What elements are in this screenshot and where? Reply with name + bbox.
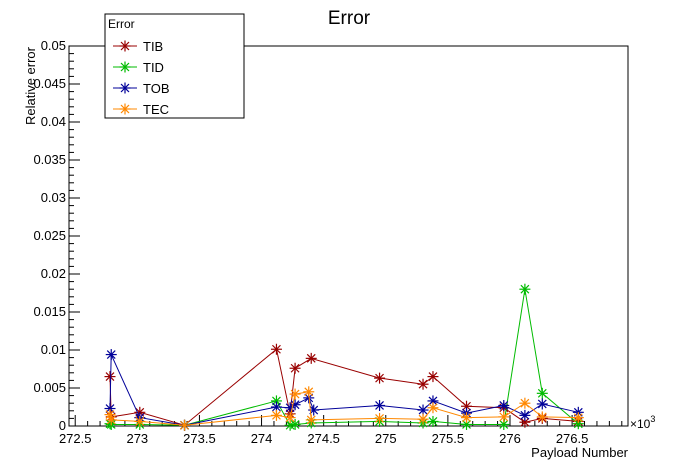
data-point-tob <box>536 398 548 410</box>
y-tick-label: 0 <box>59 418 66 433</box>
data-point-tob <box>498 399 510 411</box>
legend-label: TID <box>143 60 164 75</box>
legend-swatch-marker <box>119 61 131 73</box>
data-point-tob <box>105 349 117 361</box>
legend-box <box>104 13 245 119</box>
data-point-tec <box>536 411 548 423</box>
data-point-tec <box>105 414 117 426</box>
legend-item-tib: TIB <box>113 39 163 54</box>
data-point-tib <box>374 372 386 384</box>
data-point-tid <box>498 418 510 430</box>
data-point-tec <box>305 414 317 426</box>
data-point-tob <box>270 401 282 413</box>
y-axis-label: Relative error <box>23 46 38 125</box>
data-point-tob <box>519 409 531 421</box>
x-axis-label: Payload Number <box>531 445 628 460</box>
legend-item-tec: TEC <box>113 102 169 117</box>
legend-swatch-marker <box>119 103 131 115</box>
y-tick-label: 0.02 <box>41 266 66 281</box>
y-tick-label: 0.01 <box>41 342 66 357</box>
data-point-tec <box>374 412 386 424</box>
data-point-tid <box>289 418 301 430</box>
y-tick-label: 0.015 <box>33 304 66 319</box>
data-point-tid <box>427 415 439 427</box>
data-point-tec <box>134 415 146 427</box>
x-axis-multiplier: ×103 <box>630 414 655 431</box>
data-point-tec <box>289 388 301 400</box>
x-tick-label: 273.5 <box>183 431 216 446</box>
data-point-tib <box>289 362 301 374</box>
y-tick-label: 0.005 <box>33 380 66 395</box>
legend-swatch-marker <box>119 82 131 94</box>
legend-label: TOB <box>143 81 170 96</box>
x-tick-label: 272.5 <box>59 431 92 446</box>
data-point-tid <box>519 283 531 295</box>
x-tick-label: 275.5 <box>432 431 465 446</box>
legend-item-tob: TOB <box>113 81 170 96</box>
data-point-tib <box>270 343 282 355</box>
data-point-tec <box>303 386 315 398</box>
legend-swatch-marker <box>119 40 131 52</box>
x-tick-label: 275 <box>375 431 397 446</box>
x-tick-label: 276.5 <box>556 431 589 446</box>
legend-label: TIB <box>143 39 163 54</box>
data-point-tec <box>498 411 510 423</box>
data-point-tob <box>374 399 386 411</box>
legend: Error TIB TID TOB TEC <box>104 13 245 119</box>
data-point-tec <box>179 419 191 431</box>
legend-label: TEC <box>143 102 169 117</box>
data-point-tec <box>461 412 473 424</box>
data-point-tib <box>417 378 429 390</box>
data-point-tob <box>289 399 301 411</box>
legend-item-tid: TID <box>113 60 164 75</box>
x-tick-label: 274.5 <box>307 431 340 446</box>
x-axis-multiplier-exponent: 3 <box>650 414 655 424</box>
chart-title: Error <box>328 8 371 29</box>
series-tec <box>104 386 584 431</box>
x-tick-label: 274 <box>251 431 273 446</box>
legend-title: Error <box>108 17 135 31</box>
data-point-tec <box>270 409 282 421</box>
x-tick-label: 276 <box>499 431 521 446</box>
y-tick-label: 0.05 <box>41 38 66 53</box>
data-point-tec <box>284 412 296 424</box>
y-tick-label: 0.03 <box>41 190 66 205</box>
series-tid <box>104 283 584 431</box>
y-tick-label: 0.035 <box>33 152 66 167</box>
data-point-tec <box>572 412 584 424</box>
y-tick-label: 0.045 <box>33 76 66 91</box>
data-point-tec <box>417 413 429 425</box>
data-point-tec <box>519 397 531 409</box>
x-axis-multiplier-base: ×10 <box>630 417 651 431</box>
series-line-tib <box>109 348 579 426</box>
x-tick-label: 273 <box>126 431 148 446</box>
data-point-tib <box>461 400 473 412</box>
axes: 0 0.005 0.01 0.015 0.02 0.025 0.03 0.035 0.04 0.0… <box>33 38 623 446</box>
y-tick-label: 0.025 <box>33 228 66 243</box>
series-line-tid <box>109 289 579 426</box>
data-point-tib <box>305 352 317 364</box>
data-point-tob <box>417 404 429 416</box>
y-tick-label: 0.04 <box>41 114 66 129</box>
data-point-tid <box>536 387 548 399</box>
data-point-tec <box>427 402 439 414</box>
data-point-tib <box>427 371 439 383</box>
series-layer <box>104 283 584 431</box>
data-point-tib <box>104 371 116 383</box>
